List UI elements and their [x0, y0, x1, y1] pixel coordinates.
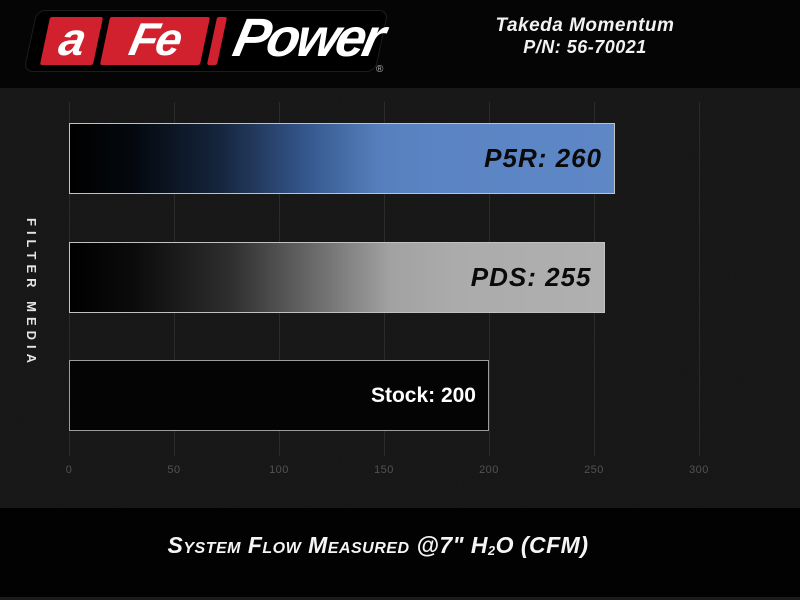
bar-label-p5r: P5R: 260 [484, 143, 602, 173]
chart-caption: System Flow Measured @7" H2O (CFM) [0, 532, 756, 559]
bar-p5r: P5R: 260 [69, 123, 615, 194]
x-tick-100: 100 [269, 464, 289, 476]
product-name: Takeda Momentum [495, 15, 675, 36]
logo-red-segment: Fe [100, 13, 210, 65]
x-tick-150: 150 [374, 464, 394, 476]
bar-label-pds: PDS: 255 [470, 262, 592, 292]
logo-red-slash [206, 17, 228, 65]
caption-band: System Flow Measured @7" H2O (CFM) [0, 508, 800, 600]
product-title: Takeda Momentum P/N: 56-70021 [455, 15, 715, 58]
registered-trademark-icon: ® [376, 64, 384, 75]
logo-letter-a: a [54, 13, 90, 65]
bottom-edge-strip [0, 597, 800, 600]
x-tick-300: 300 [689, 464, 709, 476]
bar-stock: Stock: 200 [69, 360, 489, 431]
caption-subscript: 2 [488, 543, 496, 558]
x-tick-250: 250 [584, 464, 604, 476]
header: a Fe Power ® Takeda Momentum P/N: 56-700… [0, 0, 800, 88]
afe-power-logo: a Fe Power [23, 8, 389, 72]
y-axis-label: FILTER MEDIA [24, 218, 39, 369]
logo-letters-fe: Fe [124, 13, 186, 65]
gridline-300 [699, 102, 700, 456]
logo-red-segment: a [39, 13, 104, 65]
x-tick-0: 0 [65, 464, 73, 476]
product-part-number: P/N: 56-70021 [523, 37, 647, 57]
caption-text-post: O (CFM) [495, 532, 589, 558]
bar-pds: PDS: 255 [69, 242, 605, 313]
x-tick-200: 200 [479, 464, 499, 476]
caption-text-pre: System Flow Measured @7" H [167, 532, 489, 558]
logo-word-power: Power [228, 8, 389, 68]
x-tick-50: 50 [167, 464, 181, 476]
bar-label-stock: Stock: 200 [370, 383, 476, 407]
bar-chart: P5R: 260 PDS: 255 Stock: 200 0 50 100 15… [0, 88, 800, 508]
